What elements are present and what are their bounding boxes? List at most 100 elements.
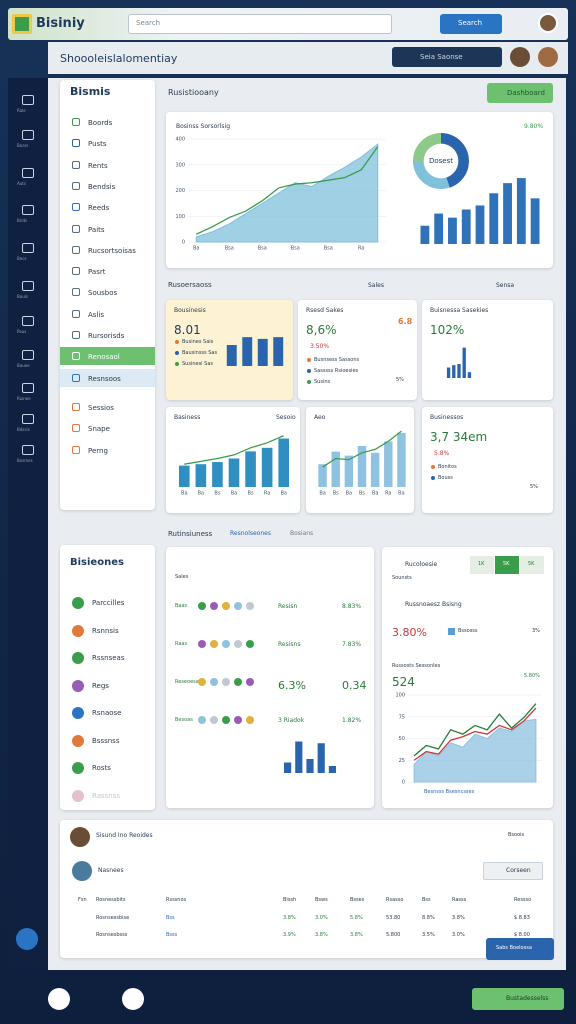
button-label: Search <box>458 19 483 27</box>
rail-label: Bouls <box>17 294 28 299</box>
item-icon <box>72 402 80 411</box>
legend-label: Besnsss Bsesncsses <box>424 789 475 795</box>
search-button[interactable] <box>440 14 502 34</box>
rail-icon <box>22 350 34 360</box>
bar <box>420 225 430 244</box>
card-title: Businessos <box>430 414 464 421</box>
dot <box>210 640 218 648</box>
dot <box>246 716 254 724</box>
bullet-label: Susins <box>314 379 331 385</box>
rail-label: Bosmes <box>17 458 33 463</box>
chart: Ba Ba Bs Ba Bs Ra Ba <box>178 435 290 497</box>
rail-label: Becs <box>17 256 27 261</box>
button-label: Dashboard <box>507 89 545 97</box>
list-icon <box>72 707 84 719</box>
panel-value: 3.80% <box>392 626 427 639</box>
list-item: Rosts <box>92 764 111 772</box>
sidebar-title: Bismis <box>70 85 111 98</box>
bullet-label: Busnsess Sassons <box>314 357 360 363</box>
crumb: Bosians <box>290 530 314 537</box>
table-cell: 3.0% <box>315 915 328 921</box>
dashboard-button[interactable] <box>487 83 553 103</box>
rail-label: Bauoe <box>17 363 30 368</box>
bar <box>457 364 461 378</box>
sidebar-item: Bendsis <box>88 182 116 191</box>
table-header: Bss <box>422 897 431 903</box>
table-cell: Bss <box>166 915 175 921</box>
dot <box>222 602 230 610</box>
row-mid: Resisn <box>278 603 298 610</box>
y-tick-label: 200 <box>175 188 185 194</box>
tab <box>495 556 519 574</box>
footer-button[interactable] <box>472 988 564 1010</box>
bar <box>357 445 367 487</box>
rail-icon <box>22 168 34 178</box>
x-tick-label: Bsa <box>324 246 333 252</box>
add-button[interactable] <box>122 988 144 1010</box>
list-icon <box>72 789 84 802</box>
bullet-label: Susinesi Sas <box>182 361 214 367</box>
list-icon <box>72 734 84 747</box>
item-icon <box>72 424 80 433</box>
item-icon <box>72 160 80 169</box>
table-header: Fsn <box>78 897 87 903</box>
card-value: 8.01 <box>174 323 201 337</box>
table-cell: 3.0% <box>452 932 465 938</box>
dot <box>198 678 206 686</box>
table-cell: Rosnsesbsss <box>96 932 128 938</box>
sidebar-item: Resnsoos <box>88 374 121 383</box>
x-tick-label: Bsa <box>225 246 234 252</box>
chart: Ba Bs Ba Bs Ba Ra Ba <box>318 430 406 497</box>
list-item: Regs <box>92 681 109 690</box>
list-title: Bisieones <box>70 557 124 568</box>
grid-card <box>166 547 374 808</box>
line <box>322 430 402 468</box>
chart-note: 5.80% <box>524 673 540 679</box>
table-cell: Bsss <box>166 932 178 938</box>
x-tick-label: Bs <box>359 491 365 497</box>
bar <box>257 338 268 366</box>
bar <box>284 762 292 773</box>
table-cell: 3.9% <box>283 932 296 938</box>
bar <box>278 438 290 487</box>
tab-label: 1K <box>478 561 485 567</box>
avatar[interactable] <box>510 47 530 67</box>
legend-swatch <box>448 628 455 635</box>
dot <box>210 602 218 610</box>
avatar[interactable] <box>538 13 558 33</box>
sidebar-item: Sessios <box>88 403 114 412</box>
x-tick-label: Ba <box>398 491 405 497</box>
search-placeholder: Search <box>136 19 161 27</box>
chart <box>226 337 284 366</box>
chart <box>284 741 336 773</box>
table-cell: 3.8% <box>315 932 328 938</box>
pie-slice <box>413 161 450 189</box>
item-icon <box>72 352 80 361</box>
x-tick-label: Ba <box>193 246 200 252</box>
chart-title: Russosts Sessonles <box>392 663 441 669</box>
bullet <box>175 340 179 344</box>
avatar[interactable] <box>538 47 558 67</box>
bar <box>462 347 466 378</box>
bar <box>434 213 444 244</box>
card-title: Basiness <box>174 414 201 421</box>
rail-icon <box>22 383 34 393</box>
action-button[interactable] <box>486 938 554 960</box>
panel-title: Rucoloesie <box>405 561 438 568</box>
item-icon <box>72 139 80 148</box>
pie-slice <box>413 133 441 161</box>
sub-search[interactable] <box>392 47 502 67</box>
bar <box>516 178 526 244</box>
bar <box>212 462 223 487</box>
dot <box>222 640 230 648</box>
help-button[interactable] <box>16 928 38 950</box>
rail-icon <box>22 95 34 105</box>
nav-button[interactable] <box>48 988 70 1010</box>
table-button[interactable] <box>483 862 543 880</box>
y-tick-label: 300 <box>175 162 185 168</box>
x-tick-label: Ba <box>231 491 238 497</box>
sidebar-item: Perng <box>88 446 108 455</box>
bullet <box>431 465 435 469</box>
search-input[interactable] <box>128 14 392 34</box>
row-label: Reseoesas <box>175 679 202 685</box>
